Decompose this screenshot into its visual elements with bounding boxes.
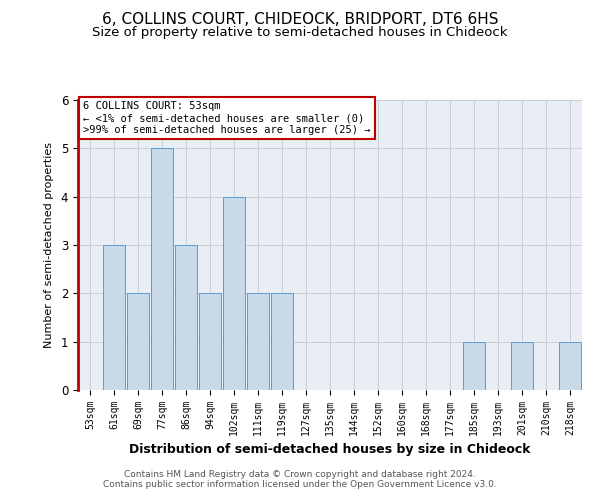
Text: 6 COLLINS COURT: 53sqm
← <1% of semi-detached houses are smaller (0)
>99% of sem: 6 COLLINS COURT: 53sqm ← <1% of semi-det… [83,102,371,134]
X-axis label: Distribution of semi-detached houses by size in Chideock: Distribution of semi-detached houses by … [129,444,531,456]
Bar [103,245,125,390]
Bar [151,148,173,390]
Bar [199,294,221,390]
Text: Contains HM Land Registry data © Crown copyright and database right 2024.: Contains HM Land Registry data © Crown c… [124,470,476,479]
Y-axis label: Number of semi-detached properties: Number of semi-detached properties [44,142,54,348]
Bar [127,294,149,390]
Bar [463,342,485,390]
Bar [559,342,581,390]
Text: Size of property relative to semi-detached houses in Chideock: Size of property relative to semi-detach… [92,26,508,39]
Bar [223,196,245,390]
Bar [271,294,293,390]
Text: Contains public sector information licensed under the Open Government Licence v3: Contains public sector information licen… [103,480,497,489]
Bar [175,245,197,390]
Bar [247,294,269,390]
Bar [511,342,533,390]
Text: 6, COLLINS COURT, CHIDEOCK, BRIDPORT, DT6 6HS: 6, COLLINS COURT, CHIDEOCK, BRIDPORT, DT… [102,12,498,28]
